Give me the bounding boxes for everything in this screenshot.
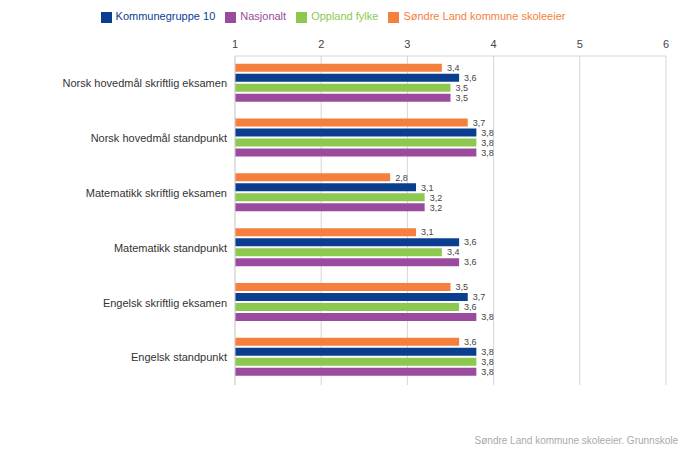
svg-text:Engelsk skriftlig eksamen: Engelsk skriftlig eksamen <box>103 297 227 309</box>
svg-text:1: 1 <box>232 38 238 50</box>
html-text:Søndre Land kommune skoleeier: Søndre Land kommune skoleeier <box>403 10 566 22</box>
svg-text:3,1: 3,1 <box>421 183 434 193</box>
svg-text:Engelsk standpunkt: Engelsk standpunkt <box>131 351 227 363</box>
svg-text:3,8: 3,8 <box>481 357 494 367</box>
svg-text:Matematikk standpunkt: Matematikk standpunkt <box>114 242 227 254</box>
svg-text:2,8: 2,8 <box>395 173 408 183</box>
svg-text:Matematikk skriftlig eksamen: Matematikk skriftlig eksamen <box>86 187 227 199</box>
svg-text:3,6: 3,6 <box>464 73 477 83</box>
svg-text:3,8: 3,8 <box>481 347 494 357</box>
svg-text:3,5: 3,5 <box>456 83 469 93</box>
svg-text:3,6: 3,6 <box>464 237 477 247</box>
html-text:Kommunegruppe 10: Kommunegruppe 10 <box>115 10 216 22</box>
svg-text:3,4: 3,4 <box>447 247 460 257</box>
svg-text:3,2: 3,2 <box>430 193 443 203</box>
svg-text:3,2: 3,2 <box>430 203 443 213</box>
svg-text:6: 6 <box>663 38 669 50</box>
svg-text:3,6: 3,6 <box>464 257 477 267</box>
svg-text:4: 4 <box>491 38 497 50</box>
svg-text:Norsk hovedmål skriftlig eksam: Norsk hovedmål skriftlig eksamen <box>63 77 227 89</box>
svg-text:3,6: 3,6 <box>464 302 477 312</box>
svg-text:3,8: 3,8 <box>481 128 494 138</box>
html-text:Søndre Land kommune skoleeier,: Søndre Land kommune skoleeier, Grunnskol… <box>474 435 678 446</box>
svg-text:3,6: 3,6 <box>464 337 477 347</box>
svg-text:3,8: 3,8 <box>481 138 494 148</box>
svg-text:3,8: 3,8 <box>481 367 494 377</box>
svg-text:Norsk hovedmål standpunkt: Norsk hovedmål standpunkt <box>91 132 227 144</box>
svg-text:2: 2 <box>318 38 324 50</box>
svg-text:5: 5 <box>577 38 583 50</box>
svg-text:3,8: 3,8 <box>481 312 494 322</box>
svg-text:3,7: 3,7 <box>473 118 486 128</box>
svg-text:3,7: 3,7 <box>473 292 486 302</box>
svg-text:3,1: 3,1 <box>421 227 434 237</box>
svg-text:3,5: 3,5 <box>456 282 469 292</box>
svg-text:3: 3 <box>404 38 410 50</box>
html-text:Oppland fylke: Oppland fylke <box>311 10 379 22</box>
svg-text:3,4: 3,4 <box>447 63 460 73</box>
svg-text:3,5: 3,5 <box>456 93 469 103</box>
html-text:Nasjonalt: Nasjonalt <box>240 10 287 22</box>
svg-text:3,8: 3,8 <box>481 148 494 158</box>
